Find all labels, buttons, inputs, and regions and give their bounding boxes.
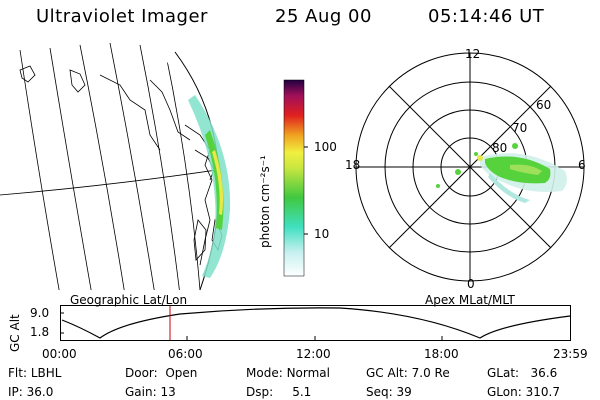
status-door: Door: Open	[125, 366, 198, 380]
aurora-oval	[436, 143, 567, 203]
observation-time: 05:14:46 UT	[428, 6, 545, 27]
mlat-label-60: 60	[536, 98, 552, 112]
status-gain: Gain: 13	[125, 385, 176, 399]
app-title: Ultraviolet Imager	[36, 6, 208, 27]
altitude-ytick-9: 9.0	[30, 306, 50, 320]
time-tick-1200: 12:00	[296, 347, 331, 361]
geographic-caption: Geographic Lat/Lon	[70, 293, 188, 307]
colorbar-unit-label: photon cm⁻²s⁻¹	[258, 155, 272, 248]
geographic-map	[0, 42, 231, 291]
mlt-label-18: 18	[345, 158, 361, 172]
observation-date: 25 Aug 00	[275, 6, 372, 27]
glat-value: 36.6	[530, 366, 558, 380]
time-tick-0000: 00:00	[42, 347, 77, 361]
gain-value: 13	[160, 385, 176, 399]
colorbar	[283, 79, 308, 277]
aurora-band-geographic	[188, 95, 231, 278]
status-gcalt: GC Alt: 7.0 Re	[366, 366, 450, 380]
time-tick-1800: 18:00	[424, 347, 459, 361]
status-ip: IP: 36.0	[8, 385, 54, 399]
altitude-ytick-1-8: 1.8	[30, 325, 50, 339]
mode-value: Normal	[286, 366, 330, 380]
glon-value: 310.7	[525, 385, 560, 399]
door-value: Open	[165, 366, 198, 380]
mlat-label-80: 80	[492, 141, 508, 155]
ip-value: 36.0	[26, 385, 54, 399]
colorbar-tick-10: 10	[314, 227, 330, 241]
status-seq: Seq: 39	[366, 385, 412, 399]
time-tick-0600: 06:00	[168, 347, 203, 361]
mlt-label-6: 6	[578, 158, 586, 172]
mlt-label-12: 12	[465, 47, 481, 61]
mlt-label-0: 0	[467, 277, 475, 291]
seq-value: 39	[396, 385, 412, 399]
status-mode: Mode: Normal	[246, 366, 330, 380]
flt-value: LBHL	[30, 366, 62, 380]
dsp-value: 5.1	[292, 385, 312, 399]
mlat-label-70: 70	[512, 121, 528, 135]
altitude-plot	[60, 305, 571, 341]
status-flt: Flt: LBHL	[8, 366, 62, 380]
status-dsp: Dsp: 5.1	[246, 385, 312, 399]
status-glat: GLat: 36.6	[487, 366, 558, 380]
colorbar-tick-100: 100	[314, 140, 337, 154]
status-glon: GLon: 310.7	[487, 385, 560, 399]
apex-caption: Apex MLat/MLT	[425, 293, 515, 307]
time-tick-2359: 23:59	[553, 347, 588, 361]
gcalt-value: 7.0 Re	[411, 366, 450, 380]
polar-plot	[355, 52, 585, 282]
altitude-ylabel: GC Alt	[8, 314, 22, 352]
